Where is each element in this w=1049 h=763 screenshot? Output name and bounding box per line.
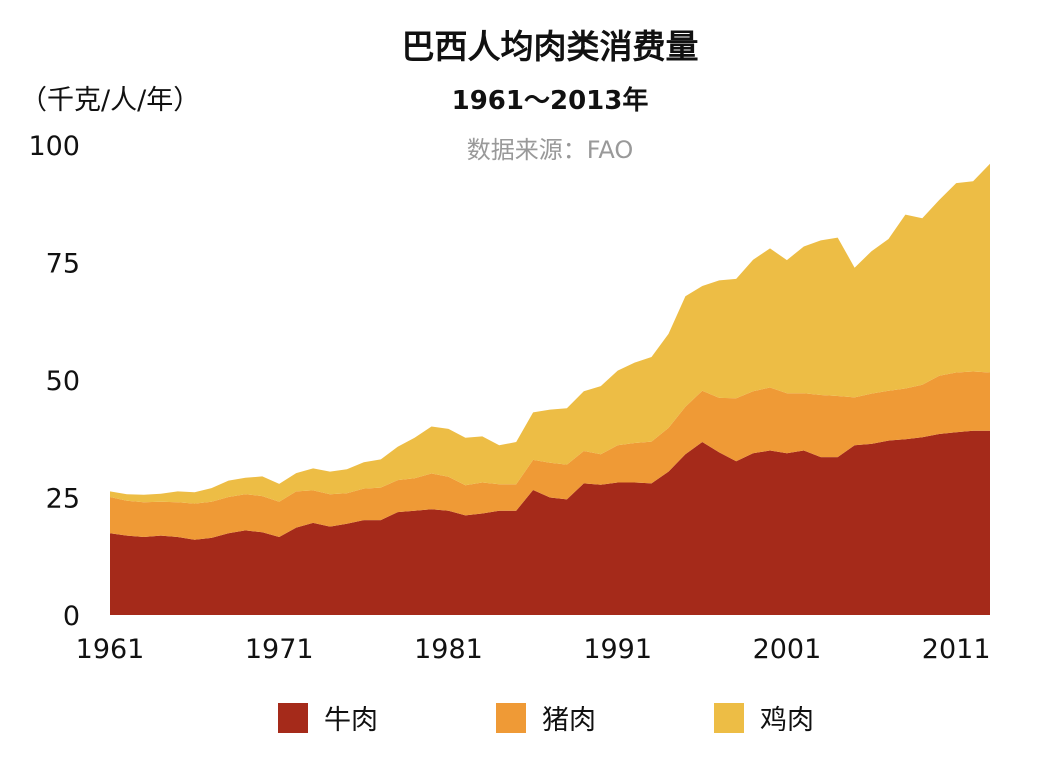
y-tick-label: 75 [46, 249, 80, 280]
chart-subtitle: 1961～2013年 [451, 86, 649, 116]
x-tick-label: 2001 [753, 634, 822, 665]
x-tick-label: 1981 [414, 634, 483, 665]
area-series-1 [110, 371, 990, 540]
y-axis-ticks: 0 25 50 75 100 [28, 131, 80, 632]
y-axis-unit: （千克/人/年） [20, 85, 201, 116]
legend-label-pork: 猪肉 [542, 705, 596, 736]
y-tick-label: 25 [46, 484, 80, 515]
legend-swatch-beef [278, 702, 308, 733]
legend-item-chicken: 鸡肉 [714, 698, 814, 737]
y-tick-label: 100 [28, 131, 80, 162]
legend-label-beef: 牛肉 [324, 705, 378, 736]
y-tick-label: 50 [46, 366, 80, 397]
x-tick-label: 1961 [76, 634, 145, 665]
chart-title: 巴西人均肉类消费量 [401, 27, 699, 66]
x-axis-ticks: 1961 1971 1981 1991 2001 2011 [76, 634, 991, 665]
legend-item-pork: 猪肉 [496, 698, 596, 737]
area-series-0 [110, 430, 990, 615]
legend-label-chicken: 鸡肉 [760, 705, 814, 736]
stacked-area-chart: 0 25 50 75 100 1961 1971 1981 1991 2001 2011 [28, 131, 991, 665]
area-layers [110, 163, 990, 615]
legend-swatch-chicken [714, 702, 744, 733]
x-tick-label: 2011 [922, 634, 991, 665]
x-tick-label: 1991 [583, 634, 652, 665]
y-tick-label: 0 [63, 601, 80, 632]
data-source: 数据来源：FAO [466, 136, 634, 164]
legend-item-beef: 牛肉 [278, 698, 378, 737]
legend-swatch-pork [496, 702, 526, 733]
area-series-2 [110, 163, 990, 504]
x-tick-label: 1971 [245, 634, 314, 665]
